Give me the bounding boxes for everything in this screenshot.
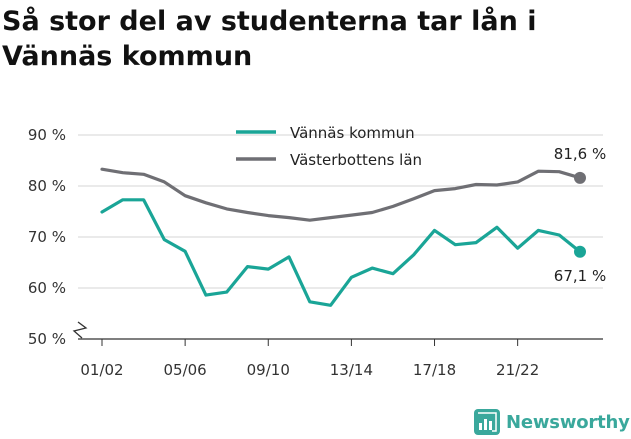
end-point <box>574 245 586 258</box>
axis-break-icon <box>72 321 88 339</box>
legend-entry: Västerbottens län <box>290 151 422 169</box>
y-axis-ticks: 50 % 60 % 70 % 80 % 90 % <box>28 126 66 348</box>
x-axis: 01/02 05/06 09/10 13/14 17/18 21/22 <box>72 321 603 379</box>
x-tick-label: 21/22 <box>496 361 539 379</box>
x-tick-label: 01/02 <box>80 361 123 379</box>
y-tick-label: 80 % <box>28 177 66 195</box>
series-line <box>100 198 582 307</box>
x-tick-label: 17/18 <box>413 361 456 379</box>
series-lines <box>100 167 586 307</box>
y-tick-label: 50 % <box>28 330 66 348</box>
line-chart: 50 % 60 % 70 % 80 % 90 % 01/02 05/06 09/10 13/1… <box>28 124 606 379</box>
newsworthy-logo-icon <box>474 409 500 435</box>
grid-lines <box>78 134 603 289</box>
end-point <box>574 171 586 184</box>
legend-entry: Vännäs kommun <box>290 124 415 142</box>
brand-name: Newsworthy <box>506 411 630 433</box>
chart-title: Så stor del av studenterna tar lån i Vän… <box>2 6 537 72</box>
end-labels: 67,1 % 81,6 % <box>554 145 606 285</box>
newsworthy-brand: Newsworthy <box>474 406 630 438</box>
x-tick-label: 05/06 <box>164 361 207 379</box>
end-value-label: 81,6 % <box>554 145 606 163</box>
y-tick-label: 60 % <box>28 279 66 297</box>
x-tick-label: 13/14 <box>330 361 373 379</box>
x-tick-label: 09/10 <box>247 361 290 379</box>
series-line <box>100 167 582 222</box>
end-value-label: 67,1 % <box>554 267 606 285</box>
legend: Vännäs kommun Västerbottens län <box>236 124 422 169</box>
y-tick-label: 90 % <box>28 126 66 144</box>
y-tick-label: 70 % <box>28 228 66 246</box>
